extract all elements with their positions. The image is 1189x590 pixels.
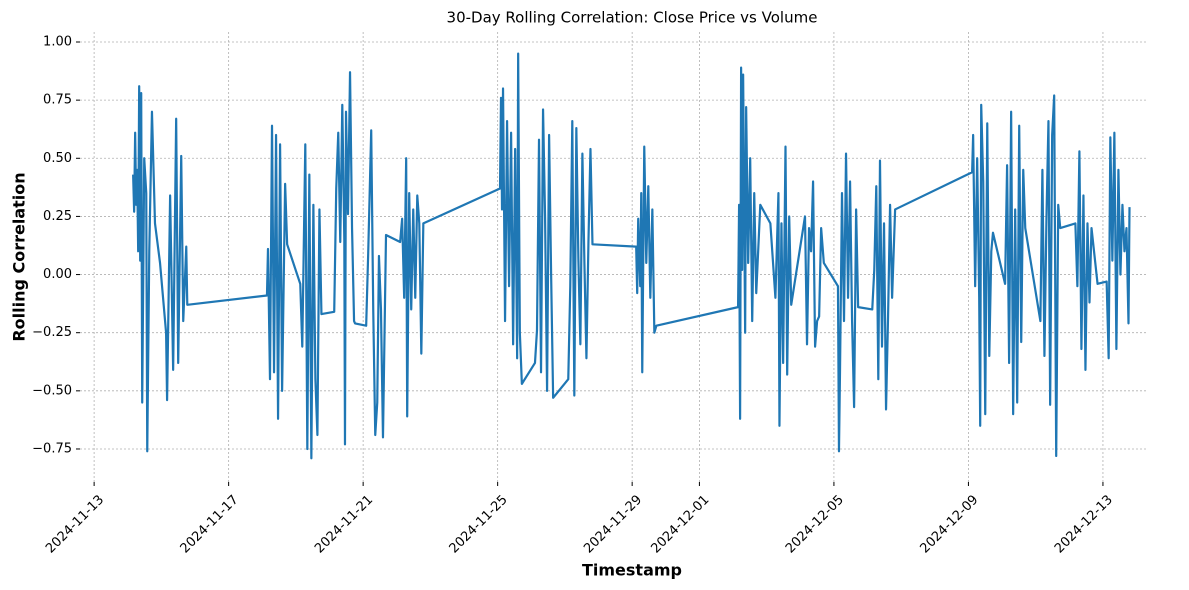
y-tick-label: 0.25 (43, 209, 72, 224)
x-tick-label: 2024-11-13 (43, 492, 107, 556)
y-tick-label: 0.50 (43, 151, 72, 166)
y-axis-label: Rolling Correlation (10, 172, 29, 341)
x-axis-label: Timestamp (582, 561, 682, 580)
x-tick-label: 2024-12-05 (783, 492, 847, 556)
y-tick-label: −0.50 (32, 383, 72, 398)
x-tick-label: 2024-11-17 (178, 492, 242, 556)
y-tick-label: 0.00 (43, 267, 72, 282)
x-tick-label: 2024-12-13 (1052, 492, 1116, 556)
y-tick-label: 1.00 (43, 35, 72, 50)
x-tick-label: 2024-12-09 (917, 492, 981, 556)
data-line (132, 52, 1131, 460)
x-tick-label: 2024-11-29 (581, 492, 645, 556)
x-tick-label: 2024-12-01 (648, 492, 712, 556)
y-tick-label: −0.75 (32, 441, 72, 456)
y-tick-label: 0.75 (43, 93, 72, 108)
y-tick-label: −0.25 (32, 325, 72, 340)
x-tick-label: 2024-11-21 (312, 492, 376, 556)
x-tick-label: 2024-11-25 (447, 492, 511, 556)
chart-title: 30-Day Rolling Correlation: Close Price … (447, 9, 818, 27)
